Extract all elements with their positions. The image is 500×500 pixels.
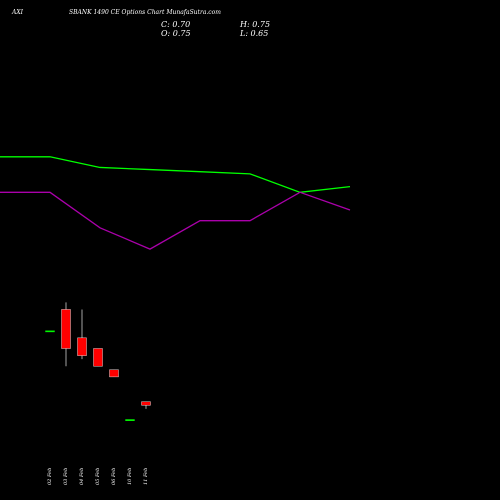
candle-body [125, 419, 135, 421]
candle-05-feb [93, 348, 103, 367]
x-tick-label: 06 Feb [111, 468, 117, 485]
x-axis-labels: 02 Feb 03 Feb 04 Feb 05 Feb 06 Feb 10 Feb 11 F… [47, 468, 149, 485]
candle-body [45, 330, 55, 333]
high-value: H: 0.75 [240, 20, 271, 29]
candle-body [93, 348, 103, 367]
symbol-label: AXI [12, 9, 23, 16]
candle-11-feb [141, 401, 151, 409]
candle-06-feb [109, 369, 119, 378]
candle-04-feb [77, 309, 87, 360]
candle-body [77, 337, 87, 356]
candle-02-feb [45, 330, 55, 333]
indicator-line-2 [0, 191, 351, 250]
low-value: L: 0.65 [240, 29, 269, 38]
indicator-line-1 [0, 156, 351, 193]
candle-body [61, 309, 71, 349]
indicator-lines [0, 156, 351, 250]
x-tick-label: 04 Feb [79, 468, 85, 485]
candle-03-feb [61, 302, 71, 367]
chart-title: SBANK 1490 CE Options Chart MunafaSutra.… [69, 9, 221, 16]
candle-body [109, 369, 119, 378]
x-tick-label: 03 Feb [63, 468, 69, 485]
open-value: O: 0.75 [161, 29, 191, 38]
x-tick-label: 02 Feb [47, 468, 53, 485]
candle-10-feb [125, 419, 135, 421]
x-tick-label: 11 Feb [143, 468, 149, 485]
close-value: C: 0.70 [161, 20, 191, 29]
x-tick-label: 10 Feb [127, 468, 133, 485]
candlesticks [45, 302, 151, 421]
candle-body [141, 401, 151, 406]
x-tick-label: 05 Feb [95, 468, 101, 485]
